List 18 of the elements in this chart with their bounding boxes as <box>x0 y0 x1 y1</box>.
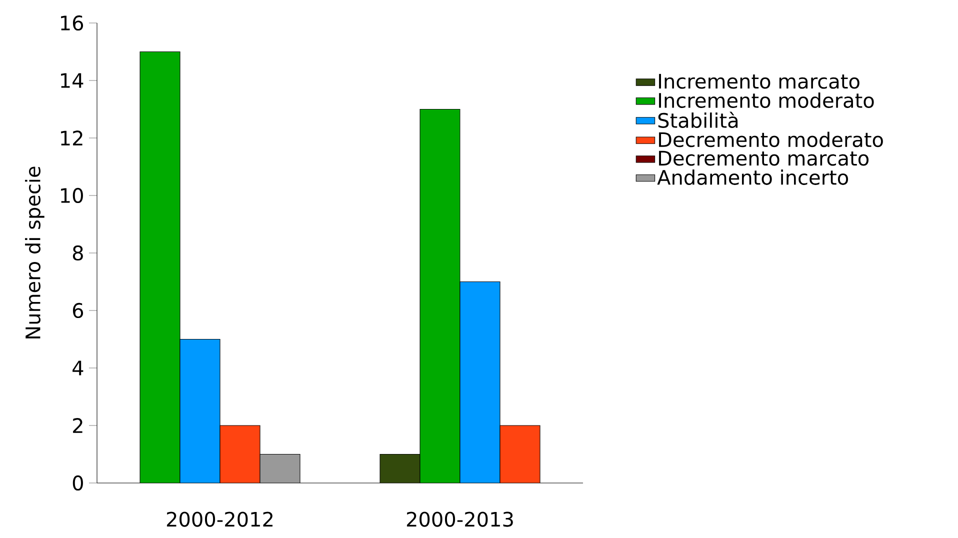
legend-label: Decremento marcato <box>659 150 869 166</box>
x-tick-label: 2000-2012 <box>166 512 272 527</box>
legend-label: Incremento moderato <box>659 92 874 108</box>
y-axis-title: Numero di specie <box>25 166 44 338</box>
legend-label: Incremento marcato <box>659 74 860 89</box>
y-tick-label: 12 <box>61 130 82 146</box>
y-tick-label: 2 <box>73 418 82 433</box>
y-tick-label: 4 <box>72 360 84 376</box>
y-tick-label: 14 <box>61 73 84 88</box>
legend-label: Decremento moderato <box>659 132 883 148</box>
y-tick-label: 6 <box>72 302 84 318</box>
x-tick-label: 2000-2013 <box>406 512 513 527</box>
y-tick-label: 10 <box>61 188 83 204</box>
legend-label: Andamento incerto <box>657 169 848 185</box>
legend-label: Stabilità <box>658 112 738 128</box>
y-tick-label: 0 <box>72 475 83 491</box>
y-tick-label: 8 <box>72 245 83 261</box>
y-tick-label: 16 <box>61 15 84 31</box>
